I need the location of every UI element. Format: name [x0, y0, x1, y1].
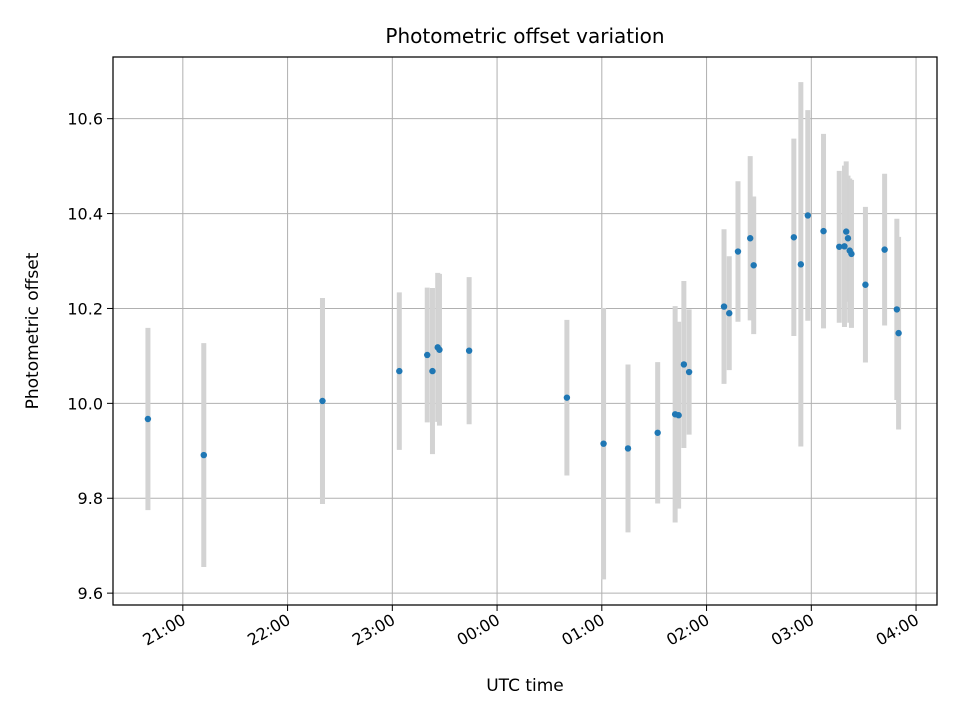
data-point	[720, 303, 728, 310]
x-axis-label: UTC time	[486, 676, 564, 696]
y-tick-label: 9.6	[78, 584, 103, 603]
data-point	[396, 367, 403, 375]
data-point	[200, 451, 207, 459]
data-point	[893, 306, 901, 313]
y-axis-ticks: 9.6 9.8 10.0 10.2 10.4 10.6	[67, 110, 113, 603]
data-point	[895, 329, 902, 337]
data-point	[843, 228, 850, 235]
data-point	[848, 250, 855, 258]
data-point	[820, 227, 827, 235]
data-point	[841, 243, 848, 250]
y-tick-label: 9.8	[78, 489, 103, 508]
data-point	[726, 310, 733, 317]
y-axis-label: Photometric offset	[23, 252, 43, 409]
data-point	[836, 243, 843, 250]
data-point	[424, 351, 431, 359]
data-point	[844, 235, 852, 242]
data-point	[144, 415, 152, 423]
data-point	[429, 367, 436, 375]
data-point	[675, 412, 682, 419]
chart-title: Photometric offset variation	[385, 24, 664, 48]
plot-frame	[112, 56, 938, 606]
data-point	[319, 397, 326, 405]
data-point	[600, 440, 607, 447]
data-point	[734, 248, 742, 255]
data-point	[790, 234, 798, 241]
y-tick-label: 10.4	[67, 205, 103, 224]
data-point	[624, 445, 632, 452]
data-point	[881, 246, 888, 253]
data-point	[563, 394, 571, 401]
data-point	[680, 361, 688, 368]
data-point	[750, 262, 757, 269]
data-point	[465, 347, 473, 354]
data-point	[685, 368, 693, 376]
data-point	[804, 212, 812, 219]
y-tick-label: 10.2	[67, 299, 103, 318]
data-point	[862, 281, 869, 288]
data-point	[436, 346, 443, 353]
data-point	[747, 235, 754, 242]
data-point	[797, 261, 805, 268]
y-tick-label: 10.6	[67, 110, 103, 129]
y-tick-label: 10.0	[67, 394, 103, 413]
data-point	[654, 429, 661, 436]
data-points	[144, 212, 902, 459]
